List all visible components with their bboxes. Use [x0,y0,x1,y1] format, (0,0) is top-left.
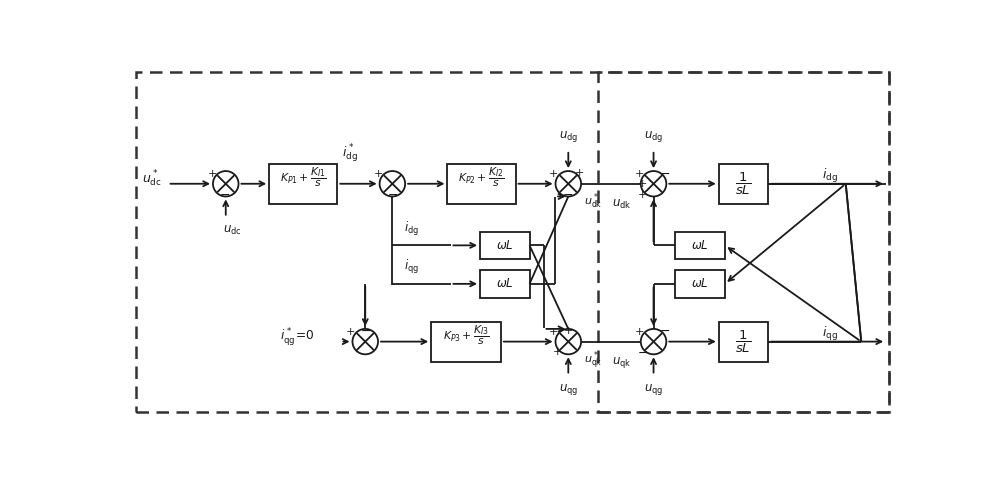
Text: $u^*_{\rm dk}$: $u^*_{\rm dk}$ [584,192,602,211]
Text: $-$: $-$ [387,188,398,201]
Text: $u_{\rm dc}$: $u_{\rm dc}$ [223,224,241,237]
Text: +: + [635,169,644,179]
Text: $-$: $-$ [219,188,231,201]
Text: $u^*_{\rm dc}$: $u^*_{\rm dc}$ [142,169,162,189]
Text: $i_{\rm dg}$: $i_{\rm dg}$ [404,220,419,238]
Text: $i_{\rm qg}$: $i_{\rm qg}$ [822,325,838,343]
Text: +: + [208,169,217,179]
Text: $u_{\rm qk}$: $u_{\rm qk}$ [612,355,631,370]
FancyBboxPatch shape [719,164,768,204]
FancyBboxPatch shape [675,231,725,259]
Text: +: + [635,327,644,337]
Text: +: + [574,168,584,178]
FancyBboxPatch shape [431,321,501,362]
Text: +: + [553,347,562,357]
Text: $u^*_{\rm qk}$: $u^*_{\rm qk}$ [584,349,602,372]
Text: $i_{\rm qg}$: $i_{\rm qg}$ [404,258,419,276]
Text: $\omega L$: $\omega L$ [496,277,514,290]
Text: $\omega L$: $\omega L$ [691,239,709,252]
Text: $-$: $-$ [360,324,371,337]
Text: $-$: $-$ [659,324,670,337]
FancyBboxPatch shape [480,231,530,259]
FancyBboxPatch shape [675,270,725,298]
FancyBboxPatch shape [719,321,768,362]
Text: +: + [346,327,356,337]
Text: $-$: $-$ [659,167,670,180]
Text: $K_{P3}+\dfrac{K_{I3}}{s}$: $K_{P3}+\dfrac{K_{I3}}{s}$ [443,324,489,347]
FancyBboxPatch shape [447,164,516,204]
Text: $\dfrac{1}{sL}$: $\dfrac{1}{sL}$ [735,329,752,354]
Text: $\omega L$: $\omega L$ [496,239,514,252]
Text: $-$: $-$ [562,188,573,201]
Text: +: + [549,327,559,337]
Text: $K_{P1}+\dfrac{K_{I1}}{s}$: $K_{P1}+\dfrac{K_{I1}}{s}$ [280,166,327,189]
Text: $\omega L$: $\omega L$ [691,277,709,290]
Text: $u_{\rm qg}$: $u_{\rm qg}$ [559,382,578,397]
Text: +: + [373,169,383,179]
Text: $i^*_{\rm dg}$: $i^*_{\rm dg}$ [342,143,358,165]
Text: $\dfrac{1}{sL}$: $\dfrac{1}{sL}$ [735,171,752,197]
Text: +: + [549,169,559,179]
Text: $u_{\rm dk}$: $u_{\rm dk}$ [612,198,631,211]
Text: $i_{\rm dg}$: $i_{\rm dg}$ [822,167,838,185]
Text: $u_{\rm dg}$: $u_{\rm dg}$ [559,129,578,144]
Text: $u_{\rm dg}$: $u_{\rm dg}$ [644,129,663,144]
Text: +: + [564,326,573,336]
Text: $u_{\rm qg}$: $u_{\rm qg}$ [644,382,663,397]
FancyBboxPatch shape [269,164,337,204]
Text: $-$: $-$ [637,346,648,359]
Text: +: + [638,179,647,189]
Text: $i^*_{\rm qg}\!=\!0$: $i^*_{\rm qg}\!=\!0$ [280,326,315,348]
Text: $K_{P2}+\dfrac{K_{I2}}{s}$: $K_{P2}+\dfrac{K_{I2}}{s}$ [458,166,505,189]
Text: +: + [638,190,647,200]
FancyBboxPatch shape [480,270,530,298]
